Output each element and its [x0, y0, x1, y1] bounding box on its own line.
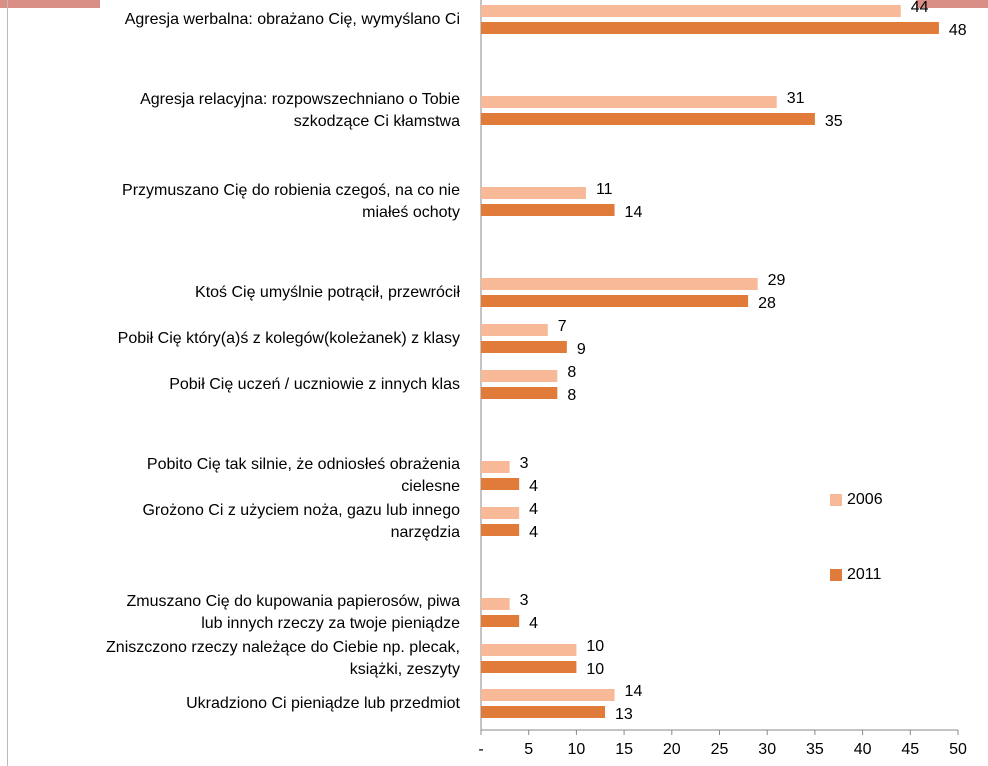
category-label: Agresja relacyjna: rozpowszechniano o To… [140, 91, 460, 130]
bar [481, 706, 606, 718]
value-label: 14 [625, 683, 643, 700]
value-label: 35 [825, 113, 843, 130]
value-label: 4 [529, 524, 538, 541]
bar [481, 478, 520, 490]
x-tick-label: 25 [711, 741, 729, 758]
value-label: 28 [758, 295, 776, 312]
legend-label: 2011 [847, 566, 882, 583]
bar [481, 341, 567, 353]
bar [481, 644, 577, 656]
value-label: 10 [586, 661, 604, 678]
x-tick-label: 35 [806, 741, 824, 758]
decoration [0, 0, 100, 8]
value-label: 8 [567, 387, 576, 404]
value-label: 10 [586, 638, 604, 655]
value-label: 29 [768, 272, 786, 289]
category-label: Ukradziono Ci pieniądze lub przedmiot [186, 695, 460, 712]
value-label: 31 [787, 90, 805, 107]
value-label: 44 [911, 0, 929, 16]
category-label: Agresja werbalna: obrażano Cię, wymyślan… [124, 11, 460, 28]
bar [481, 370, 558, 382]
x-tick-label: 50 [949, 741, 967, 758]
bar [481, 324, 548, 336]
value-label: 7 [558, 318, 567, 335]
legend-label: 2006 [847, 491, 883, 508]
bar [481, 22, 939, 34]
value-label: 11 [596, 181, 613, 198]
x-tick-label: 10 [568, 741, 586, 758]
x-tick-label: 15 [615, 741, 633, 758]
bar [481, 96, 777, 108]
legend-swatch [830, 569, 842, 581]
category-label: Pobił Cię który(a)ś z kolegów(koleżanek)… [117, 330, 460, 347]
decoration [916, 0, 988, 8]
x-tick-label: 5 [524, 741, 533, 758]
category-label: Pobito Cię tak silnie, że odniosłeś obra… [146, 456, 460, 495]
x-tick-label: 30 [758, 741, 776, 758]
value-label: 8 [567, 364, 576, 381]
category-label: Ktoś Cię umyślnie potrącił, przewrócił [195, 284, 460, 301]
bar [481, 689, 615, 701]
value-label: 3 [520, 455, 529, 472]
x-tick-label: 20 [663, 741, 681, 758]
x-tick-label: - [478, 741, 483, 758]
bar [481, 524, 520, 536]
category-label: Zmuszano Cię do kupowania papierosów, pi… [126, 593, 460, 632]
bar [481, 187, 586, 199]
bar [481, 598, 510, 610]
bar [481, 5, 901, 17]
value-label: 9 [577, 341, 586, 358]
bar [481, 278, 758, 290]
bar [481, 387, 558, 399]
border [7, 0, 8, 766]
bar [481, 615, 520, 627]
category-label: Zniszczono rzeczy należące do Ciebie np.… [106, 639, 460, 678]
bar [481, 507, 520, 519]
category-label: Pobił Cię uczeń / uczniowie z innych kla… [169, 376, 460, 393]
value-label: 13 [615, 706, 633, 723]
x-tick-label: 45 [901, 741, 919, 758]
value-label: 3 [520, 592, 529, 609]
value-label: 4 [529, 501, 538, 518]
x-tick-label: 40 [854, 741, 872, 758]
bar [481, 661, 577, 673]
bar [481, 113, 815, 125]
bar [481, 295, 749, 307]
category-label: Grożono Ci z użyciem noża, gazu lub inne… [142, 502, 460, 541]
category-label: Przymuszano Cię do robienia czegoś, na c… [122, 182, 460, 221]
bar [481, 204, 615, 216]
value-label: 14 [625, 204, 643, 221]
value-label: 4 [529, 615, 538, 632]
legend-swatch [830, 494, 842, 506]
value-label: 48 [949, 22, 967, 39]
value-label: 4 [529, 478, 538, 495]
bar [481, 461, 510, 473]
